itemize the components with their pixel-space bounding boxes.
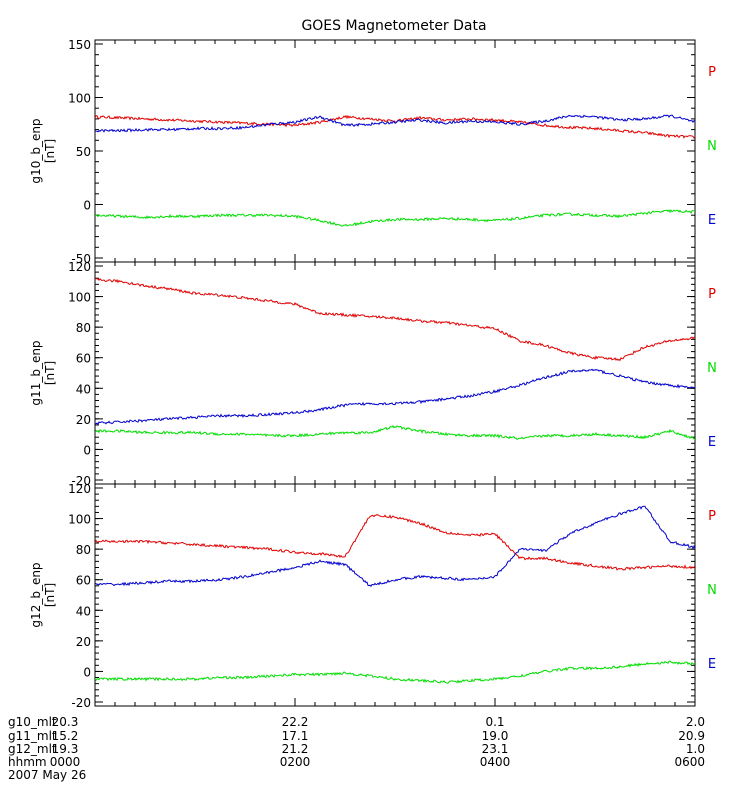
table-cell: 0000 [50, 755, 81, 769]
y-tick-label: 120 [68, 482, 91, 496]
y-axis-units: [nT] [43, 139, 57, 163]
y-tick-label: 100 [68, 92, 91, 106]
legend-N: N [707, 139, 717, 154]
y-axis-label: g11_b_enp [29, 340, 43, 405]
panel-frame [94, 39, 696, 263]
y-tick-label: 80 [76, 321, 91, 335]
y-tick-label: -50 [71, 252, 91, 266]
table-cell: 0400 [480, 755, 511, 769]
table-cell: 0200 [280, 755, 311, 769]
legend-P: P [708, 65, 716, 80]
legend-E: E [708, 657, 716, 672]
table-cell: 20.9 [678, 729, 705, 743]
table-cell: 20.3 [52, 715, 79, 729]
table-cell: 19.0 [482, 729, 509, 743]
y-tick-label: 40 [76, 382, 91, 396]
series-line-E [95, 505, 695, 588]
y-tick-label: 100 [68, 513, 91, 527]
y-tick-label: 0 [83, 665, 91, 679]
chart-title: GOES Magnetometer Data [301, 18, 486, 34]
table-cell: 1.0 [686, 742, 705, 756]
y-axis-label: g10_b_enp [29, 118, 43, 183]
y-axis-units: [nT] [43, 361, 57, 385]
legend-E: E [708, 213, 716, 228]
y-tick-label: 60 [76, 574, 91, 588]
y-axis-units: [nT] [43, 583, 57, 607]
series-line-P [95, 278, 695, 362]
series-line-N [95, 209, 695, 227]
y-tick-label: 80 [76, 543, 91, 557]
table-cell: 2.0 [686, 715, 705, 729]
y-tick-label: 100 [68, 291, 91, 305]
table-cell: 23.1 [482, 742, 509, 756]
table-date: 2007 May 26 [8, 768, 86, 782]
legend-P: P [708, 509, 716, 524]
y-tick-label: 20 [76, 635, 91, 649]
y-tick-label: 60 [76, 352, 91, 366]
legend-P: P [708, 287, 716, 302]
y-tick-label: 0 [83, 443, 91, 457]
table-cell: 15.2 [52, 729, 79, 743]
series-line-P [95, 114, 695, 139]
y-tick-label: 0 [83, 199, 91, 213]
table-cell: 22.2 [282, 715, 309, 729]
y-tick-label: -20 [71, 696, 91, 710]
series-line-E [95, 114, 695, 133]
legend-E: E [708, 435, 716, 450]
y-tick-label: 20 [76, 413, 91, 427]
table-row-label: g11_mlt [8, 729, 57, 743]
series-line-E [95, 368, 695, 426]
table-row-label: g12_mlt [8, 742, 57, 756]
series-line-P [95, 514, 695, 571]
table-cell: 19.3 [52, 742, 79, 756]
y-tick-label: 120 [68, 260, 91, 274]
table-cell: 0600 [674, 755, 705, 769]
y-tick-label: -20 [71, 474, 91, 488]
y-tick-label: 150 [68, 38, 91, 52]
table-row-label: g10_mlt [8, 715, 57, 729]
panel-2: -20 0 20 40 60 80 100 120 g11_b_enp [nT] P N E [29, 260, 717, 488]
y-tick-label: 50 [76, 145, 91, 159]
series-line-N [95, 425, 695, 441]
table-cell: 17.1 [282, 729, 309, 743]
table-row-label: hhmm [8, 755, 47, 769]
y-tick-label: 40 [76, 604, 91, 618]
table-cell: 0.1 [485, 715, 504, 729]
panel-1: -50 0 50 100 150 g10_b_enp [nT] P N E [29, 38, 717, 266]
series-line-N [95, 660, 695, 684]
y-axis-label: g12_b_enp [29, 562, 43, 627]
legend-N: N [707, 361, 717, 376]
table-cell: 21.2 [282, 742, 309, 756]
legend-N: N [707, 583, 717, 598]
panel-3: -20 0 20 40 60 80 100 120 g12_b_enp [nT] P N E [29, 482, 717, 710]
